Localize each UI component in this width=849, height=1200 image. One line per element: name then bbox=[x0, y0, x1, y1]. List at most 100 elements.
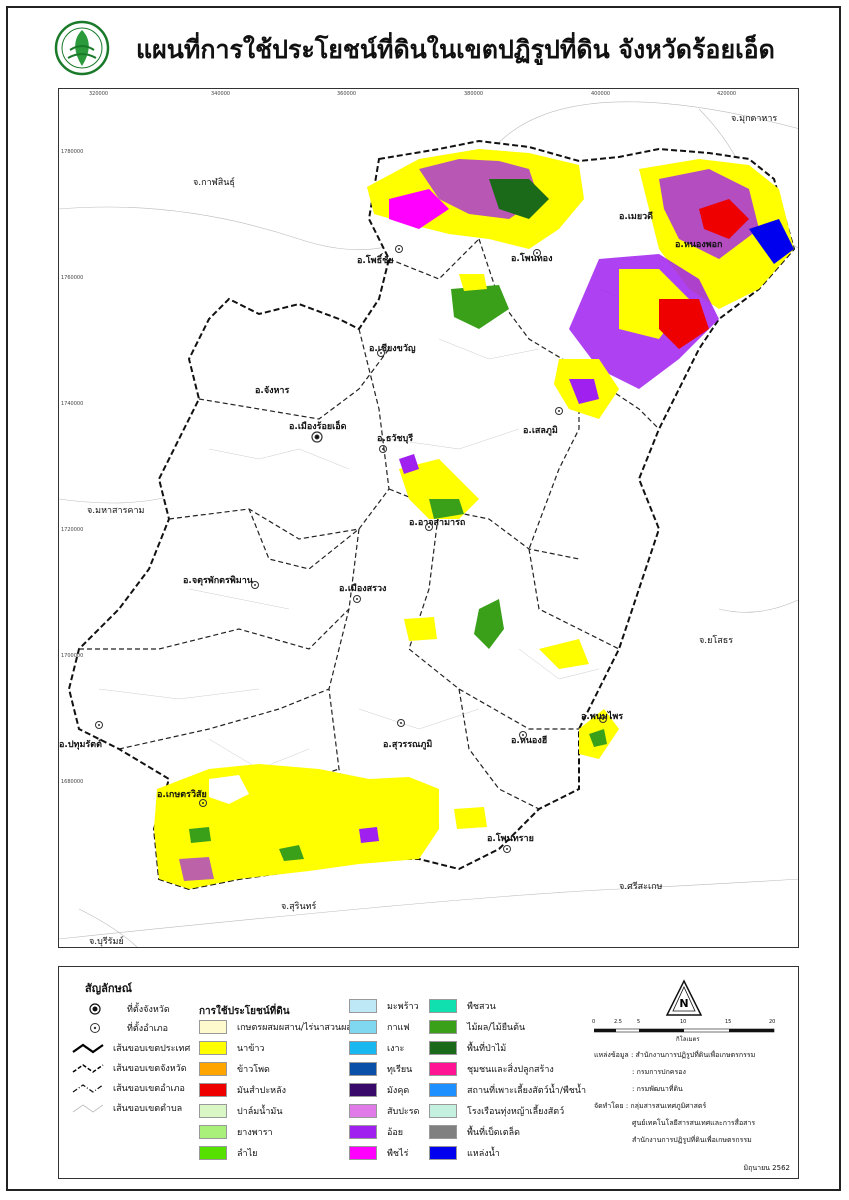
map-frame bbox=[6, 6, 841, 1191]
source-line: : สำนักงานการปฏิรูปที่ดินเพื่อเกษตรกรรม bbox=[630, 1051, 756, 1059]
grid-tick-y: 1700000 bbox=[61, 653, 84, 659]
grid-tick-y: 1680000 bbox=[61, 779, 84, 785]
legend-swatch bbox=[349, 999, 377, 1013]
legend-symbol-district-boundary: เส้นขอบเขตอำเภอ bbox=[71, 1081, 185, 1095]
map-canvas[interactable]: 320000 340000 360000 380000 400000 42000… bbox=[58, 88, 799, 948]
legend-label: เกษตรผสมผสาน/ไร่นาสวนผสม bbox=[237, 1023, 358, 1033]
legend-swatch bbox=[199, 1041, 227, 1055]
legend-swatch bbox=[349, 1125, 377, 1139]
page-title: แผนที่การใช้ประโยชน์ที่ดินในเขตปฏิรูปที่… bbox=[136, 35, 775, 64]
legend-panel: สัญลักษณ์ ที่ตั้งจังหวัด ที่ตั้งอำเภอ เส… bbox=[58, 966, 799, 1179]
credits-block: แหล่งข้อมูล : สำนักงานการปฏิรูปที่ดินเพื… bbox=[594, 1047, 755, 1149]
district-label-nong-phok: อ.หนองพอก bbox=[675, 240, 723, 250]
alro-seal-icon bbox=[54, 20, 110, 76]
producer-label: จัดทำโดย bbox=[594, 1102, 624, 1110]
grid-tick-x: 420000 bbox=[717, 91, 737, 97]
legend-landuse-item: สับปะรด bbox=[349, 1104, 419, 1118]
legend-landuse-item: พืชสวน bbox=[429, 999, 496, 1013]
legend-landuse-item: แหล่งน้ำ bbox=[429, 1146, 500, 1160]
scale-bar: 0 2.5 5 10 15 20 กิโลเมตร bbox=[592, 1019, 779, 1043]
province-label-kalasin: จ.กาฬสินธุ์ bbox=[193, 178, 235, 188]
legend-swatch bbox=[199, 1125, 227, 1139]
producer-line: : กลุ่มสารสนเทศภูมิศาสตร์ bbox=[625, 1102, 707, 1110]
legend-symbol-subdistrict-boundary: เส้นขอบเขตตำบล bbox=[71, 1101, 182, 1115]
legend-landuse-item: ไม้ผล/ไม้ยืนต้น bbox=[429, 1020, 525, 1034]
legend-label: สถานที่เพาะเลี้ยงสัตว์น้ำ/พืชน้ำ bbox=[467, 1086, 587, 1096]
legend-landuse-item: ชุมชนและสิ่งปลูกสร้าง bbox=[429, 1062, 554, 1076]
header: แผนที่การใช้ประโยชน์ที่ดินในเขตปฏิรูปที่… bbox=[40, 14, 820, 84]
scale-tick: 20 bbox=[769, 1019, 776, 1025]
legend-label: ทุเรียน bbox=[387, 1065, 413, 1075]
grid-tick-x: 380000 bbox=[464, 91, 484, 97]
legend-landuse-item: ลำไย bbox=[199, 1146, 257, 1160]
district-seat-icon bbox=[95, 721, 103, 729]
province-label-surin: จ.สุรินทร์ bbox=[281, 902, 317, 912]
legend-landuse-item: นาข้าว bbox=[199, 1041, 264, 1055]
legend-landuse-item: พื้นที่ป่าไม้ bbox=[429, 1041, 506, 1055]
legend-landuse-item: ปาล์มน้ำมัน bbox=[199, 1104, 283, 1118]
legend-swatch bbox=[199, 1146, 227, 1160]
district-label-suwannaphum: อ.สุวรรณภูมิ bbox=[383, 740, 433, 750]
scale-unit-label: กิโลเมตร bbox=[676, 1036, 700, 1043]
legend-symbol-district-seat: ที่ตั้งอำเภอ bbox=[85, 1021, 168, 1035]
province-label-mukdahan: จ.มุกดาหาร bbox=[731, 114, 778, 124]
legend-swatch bbox=[429, 1062, 457, 1076]
district-seat-icon bbox=[85, 1022, 119, 1034]
legend-landuse-item: มะพร้าว bbox=[349, 999, 419, 1013]
country-boundary-icon bbox=[71, 1042, 105, 1054]
legend-symbol-province-boundary: เส้นขอบเขตจังหวัด bbox=[71, 1061, 187, 1075]
legend-title: สัญลักษณ์ bbox=[85, 982, 132, 995]
province-label-buriram: จ.บุรีรัมย์ bbox=[89, 937, 124, 947]
district-label-mueang-suang: อ.เมืองสรวง bbox=[339, 584, 387, 594]
north-arrow-icon: N bbox=[664, 979, 704, 1023]
legend-label: พืชไร่ bbox=[387, 1149, 409, 1159]
district-seat-icon bbox=[503, 845, 511, 853]
grid-tick-y: 1760000 bbox=[61, 275, 84, 281]
legend-label: สับปะรด bbox=[387, 1107, 420, 1117]
legend-swatch bbox=[349, 1020, 377, 1034]
legend-label: ข้าวโพด bbox=[237, 1065, 270, 1075]
district-label-chaturaphak: อ.จตุรพักตรพิมาน bbox=[183, 576, 253, 586]
district-seat-icon bbox=[251, 581, 259, 589]
legend-label: มันสำปะหลัง bbox=[237, 1086, 287, 1096]
legend-landuse-item: ยางพารา bbox=[199, 1125, 273, 1139]
legend-label: กาแฟ bbox=[387, 1023, 410, 1033]
legend-symbol-province-seat: ที่ตั้งจังหวัด bbox=[85, 1002, 170, 1016]
source-line: : กรมพัฒนาที่ดิน bbox=[632, 1085, 683, 1093]
scale-tick: 10 bbox=[680, 1019, 687, 1025]
province-label-maha-sarakham: จ.มหาสารคาม bbox=[87, 506, 145, 516]
legend-swatch bbox=[199, 1020, 227, 1034]
legend-landuse-item: พื้นที่เบ็ดเตล็ด bbox=[429, 1125, 520, 1139]
district-label-phon-thong: อ.โพนทอง bbox=[511, 254, 553, 264]
province-label-sisaket: จ.ศรีสะเกษ bbox=[619, 882, 663, 892]
district-seat-icon bbox=[353, 595, 361, 603]
legend-label: เส้นขอบเขตอำเภอ bbox=[113, 1084, 185, 1094]
grid-tick-x: 360000 bbox=[337, 91, 357, 97]
legend-swatch bbox=[349, 1041, 377, 1055]
district-label-kaset-wisai: อ.เกษตรวิสัย bbox=[157, 790, 207, 800]
legend-label: เส้นขอบเขตจังหวัด bbox=[113, 1064, 187, 1074]
legend-landuse-item: ทุเรียน bbox=[349, 1062, 412, 1076]
district-label-pho-chai: อ.โพธิ์ชัย bbox=[357, 256, 394, 266]
legend-label: ยางพารา bbox=[237, 1128, 273, 1138]
legend-swatch bbox=[429, 1083, 457, 1097]
scale-tick: 0 bbox=[592, 1019, 596, 1025]
scale-tick: 5 bbox=[637, 1019, 641, 1025]
legend-landuse-item: สถานที่เพาะเลี้ยงสัตว์น้ำ/พืชน้ำ bbox=[429, 1083, 586, 1097]
legend-symbol-country-boundary: เส้นขอบเขตประเทศ bbox=[71, 1041, 190, 1055]
district-label-thawat-buri: อ.ธวัชบุรี bbox=[377, 434, 414, 444]
grid-tick-x: 320000 bbox=[89, 91, 109, 97]
legend-label: เส้นขอบเขตประเทศ bbox=[113, 1044, 191, 1054]
legend-label: แหล่งน้ำ bbox=[467, 1149, 500, 1159]
legend-swatch bbox=[349, 1146, 377, 1160]
scale-tick: 15 bbox=[725, 1019, 732, 1025]
scale-tick: 2.5 bbox=[614, 1019, 622, 1025]
district-label-at-samat: อ.อาจสามารถ bbox=[409, 518, 466, 528]
district-seat-icon bbox=[519, 731, 527, 739]
producer-line: ศูนย์เทคโนโลยีสารสนเทศและการสื่อสาร bbox=[632, 1119, 756, 1127]
district-seat-icon bbox=[395, 245, 403, 253]
subdistrict-boundary-icon bbox=[71, 1102, 105, 1114]
legend-label: พื้นที่เบ็ดเตล็ด bbox=[467, 1128, 520, 1138]
district-label-moei-wadi: อ.เมยวดี bbox=[619, 212, 654, 222]
district-label-pathum-rat: อ.ปทุมรัตต์ bbox=[59, 740, 102, 750]
